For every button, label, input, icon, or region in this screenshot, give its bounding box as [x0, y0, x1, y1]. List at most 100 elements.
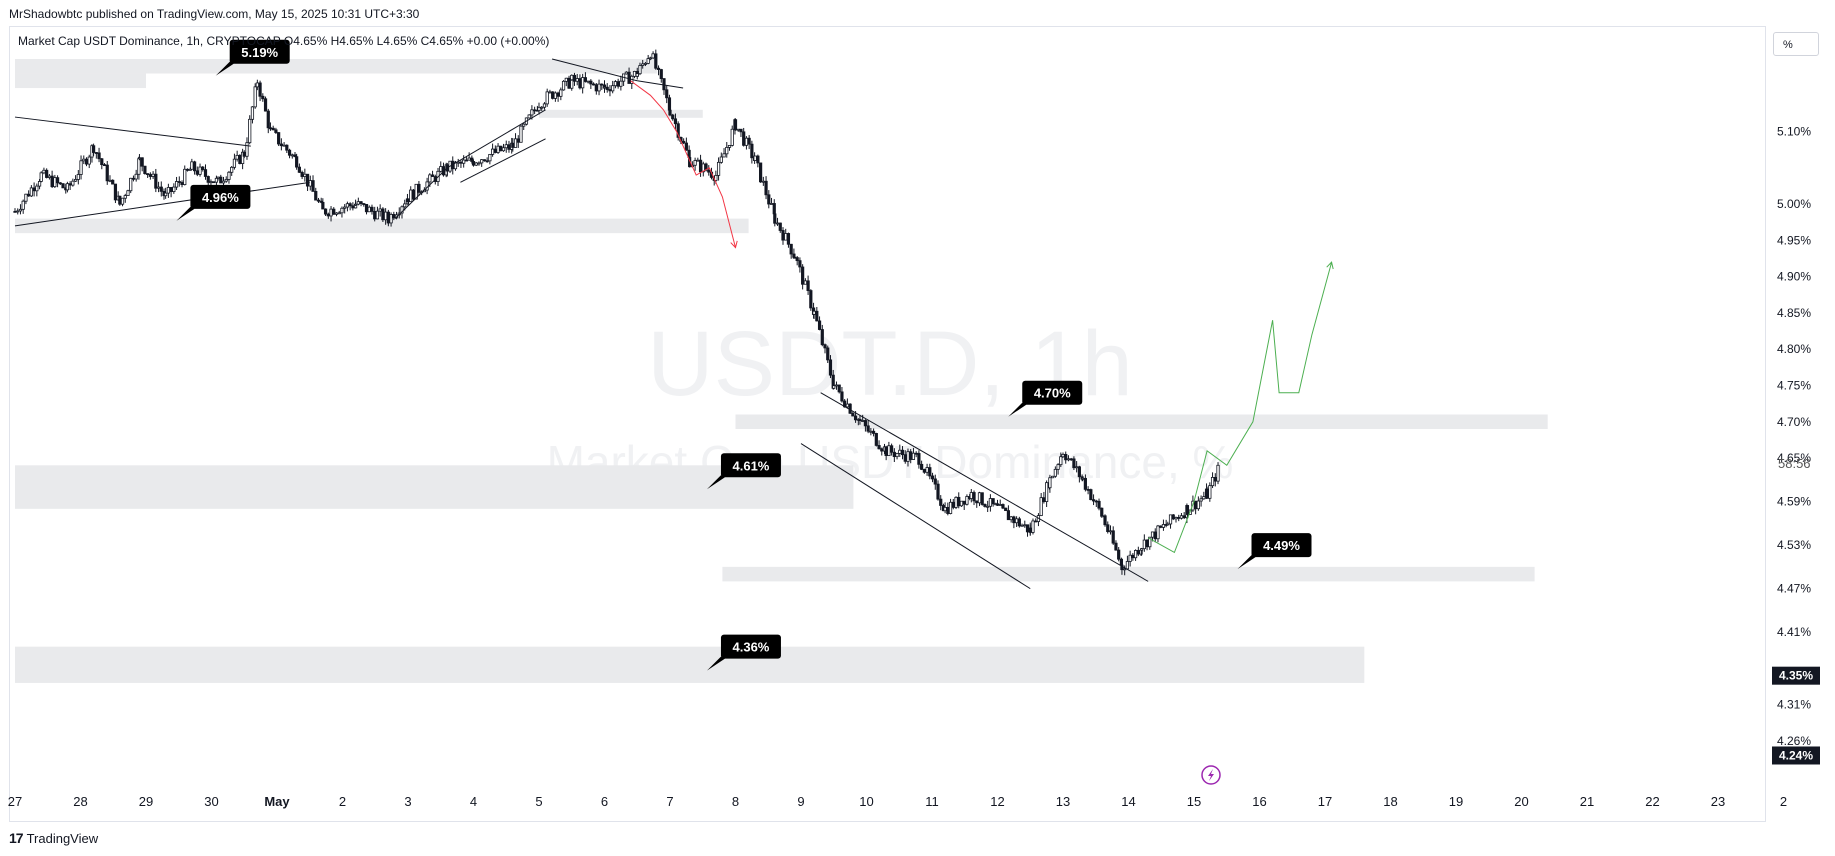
candle-body-189: [504, 144, 508, 149]
candle-body-252: [665, 89, 669, 99]
candle-body-139: [375, 210, 380, 220]
candle-body-274: [719, 156, 723, 163]
candle-body-43: [126, 190, 130, 196]
candle-body-184: [491, 148, 495, 155]
candle-body-156: [417, 183, 421, 193]
label-pointer-4: [1237, 555, 1256, 570]
candle-body-320: [832, 385, 836, 389]
candle-body-84: [232, 158, 237, 168]
footer-brand[interactable]: 17 TradingView: [9, 830, 98, 846]
candle-body-123: [334, 212, 339, 215]
label-pointer-3: [706, 475, 725, 490]
candle-body-330: [858, 418, 862, 421]
candle-body-391: [1017, 518, 1021, 527]
candle-body-6: [29, 187, 33, 197]
candle-body-204: [542, 103, 547, 108]
candle-body-71: [198, 166, 202, 175]
candle-body-350: [911, 452, 916, 460]
candle-body-51: [146, 173, 150, 175]
candle-body-393: [1023, 524, 1027, 527]
candle-body-250: [659, 69, 663, 79]
candle-body-313: [815, 310, 819, 322]
candle-body-12: [45, 169, 49, 178]
zone-2: [539, 109, 703, 118]
candle-body-464: [1199, 498, 1203, 502]
zone-6: [722, 566, 1535, 582]
candle-body-347: [903, 454, 907, 462]
candle-body-215: [570, 74, 574, 81]
candle-body-41: [120, 197, 125, 205]
label-box-2: [1022, 380, 1083, 405]
candle-body-239: [632, 70, 637, 77]
candle-body-381: [991, 498, 995, 505]
x-tick-14: 11: [925, 794, 939, 809]
candle-body-437: [1131, 554, 1135, 559]
candle-body-150: [403, 203, 407, 208]
candle-body-345: [898, 449, 902, 454]
x-tick-24: 21: [1580, 794, 1594, 809]
candle-body-441: [1140, 548, 1144, 551]
candle-body-230: [608, 89, 612, 92]
candle-body-301: [786, 233, 791, 245]
trendline-5: [551, 58, 638, 82]
candle-body-114: [311, 180, 315, 192]
candle-body-223: [591, 83, 596, 86]
candle-body-226: [600, 83, 604, 86]
candle-body-64: [180, 182, 184, 185]
candle-body-278: [730, 128, 734, 146]
support-resistance-zones: [15, 59, 1548, 683]
x-tick-9: 6: [601, 794, 608, 809]
candle-body-406: [1053, 468, 1057, 477]
candle-body-177: [471, 161, 476, 166]
candle-body-50: [143, 165, 147, 174]
candle-body-179: [477, 162, 481, 165]
candle-body-444: [1148, 536, 1152, 548]
projection-path-1: [630, 80, 736, 248]
candle-body-8: [35, 185, 39, 192]
candle-body-338: [880, 448, 884, 452]
zone-4: [735, 414, 1548, 430]
price-label-0: 5.19%: [241, 45, 278, 60]
candle-body-375: [975, 500, 979, 504]
candle-body-243: [641, 63, 645, 66]
projection-group: [630, 80, 1334, 554]
candle-body-78: [216, 176, 220, 179]
candle-body-203: [540, 106, 544, 109]
x-tick-16: 13: [1056, 794, 1070, 809]
candle-body-45: [131, 177, 136, 180]
candle-body-181: [482, 159, 487, 162]
candle-body-378: [983, 504, 987, 507]
candle-body-68: [190, 161, 194, 170]
candle-body-175: [467, 157, 471, 161]
candle-body-73: [203, 169, 208, 177]
candle-body-195: [519, 125, 523, 143]
candle-body-14: [50, 175, 54, 188]
candle-body-351: [914, 452, 918, 455]
candle-body-407: [1056, 464, 1060, 470]
x-tick-22: 19: [1449, 794, 1463, 809]
candle-body-435: [1125, 561, 1130, 570]
x-tick-5: 2: [339, 794, 346, 809]
candle-body-355: [922, 468, 926, 473]
candle-body-100: [274, 129, 278, 133]
candle-body-265: [696, 159, 700, 162]
x-tick-17: 14: [1121, 794, 1135, 809]
candle-body-400: [1039, 497, 1043, 516]
candle-body-194: [516, 138, 520, 143]
candle-body-106: [290, 154, 294, 157]
candle-body-1: [16, 210, 20, 213]
candle-body-176: [470, 157, 474, 162]
candle-body-74: [206, 176, 210, 183]
candle-body-80: [221, 180, 226, 184]
candle-body-442: [1142, 539, 1146, 550]
candle-body-59: [166, 187, 170, 194]
candle-body-17: [58, 182, 62, 185]
candle-body-336: [874, 433, 878, 446]
zone-1: [15, 73, 146, 89]
candle-body-321: [834, 384, 839, 387]
candle-body-116: [316, 199, 321, 202]
candle-body-459: [1185, 505, 1190, 515]
candle-body-22: [71, 180, 75, 186]
scale-mode-button[interactable]: %: [1773, 32, 1819, 56]
